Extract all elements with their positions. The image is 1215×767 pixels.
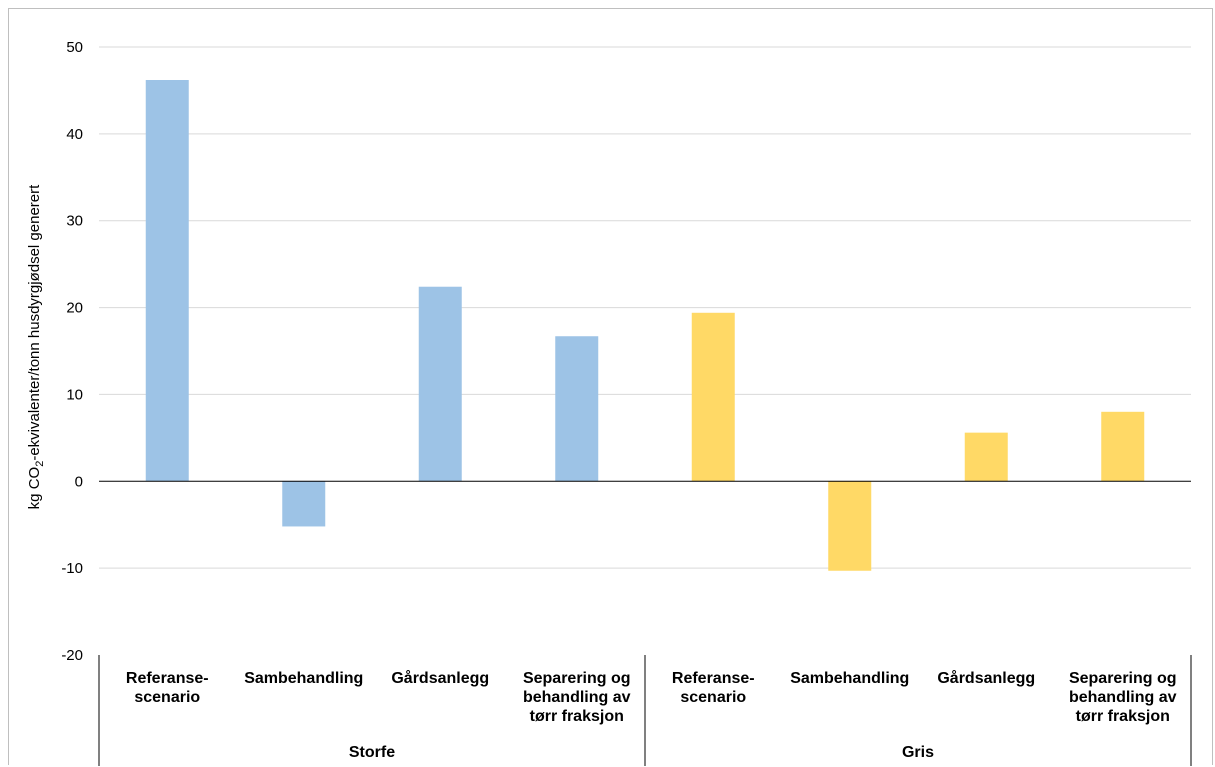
category-label: Referanse-scenario — [126, 670, 209, 706]
category-label: Gårdsanlegg — [937, 669, 1035, 687]
y-tick-label: 0 — [75, 473, 83, 490]
bar — [282, 481, 326, 527]
bar — [555, 336, 599, 482]
bars — [145, 80, 1145, 571]
bar — [1101, 411, 1145, 482]
category-label: Gårdsanlegg — [391, 669, 489, 687]
bar — [691, 312, 735, 482]
y-tick-label: 10 — [66, 386, 83, 403]
bar — [828, 481, 872, 571]
y-tick-label: -20 — [61, 647, 83, 664]
category-labels: Referanse-scenario Sambehandling Gårdsanle… — [126, 669, 1177, 725]
y-tick-label: 30 — [66, 213, 83, 230]
y-tick-label: 20 — [66, 300, 83, 317]
chart-frame: -20 -10 0 10 20 30 40 50 Referanse-scenario Samb… — [8, 8, 1213, 766]
category-label: Referanse-scenario — [672, 670, 755, 706]
gridlines — [99, 46, 1191, 569]
y-tick-label: 40 — [66, 126, 83, 143]
category-label: Sambehandling — [244, 670, 363, 687]
bar — [418, 286, 462, 482]
y-tick-label: -10 — [61, 560, 83, 577]
group-label: Storfe — [349, 744, 395, 761]
y-axis-label: kg CO2-ekvivalenter/tonn husdyrgjødsel g… — [26, 184, 46, 509]
bar — [964, 432, 1008, 482]
bar — [145, 80, 189, 482]
axes — [98, 480, 1192, 766]
category-label: Separering og behandling av tørr fraksjon — [523, 670, 631, 725]
category-label: Separering og behandling av tørr fraksjon — [1069, 670, 1177, 725]
group-label: Gris — [902, 744, 934, 761]
bar-chart: -20 -10 0 10 20 30 40 50 Referanse-scenario Samb… — [26, 39, 1192, 766]
y-tick-label: 50 — [66, 39, 83, 56]
group-labels: Storfe Gris — [349, 744, 934, 761]
category-label: Sambehandling — [790, 670, 909, 687]
y-axis-ticks: -20 -10 0 10 20 30 40 50 — [61, 39, 83, 664]
